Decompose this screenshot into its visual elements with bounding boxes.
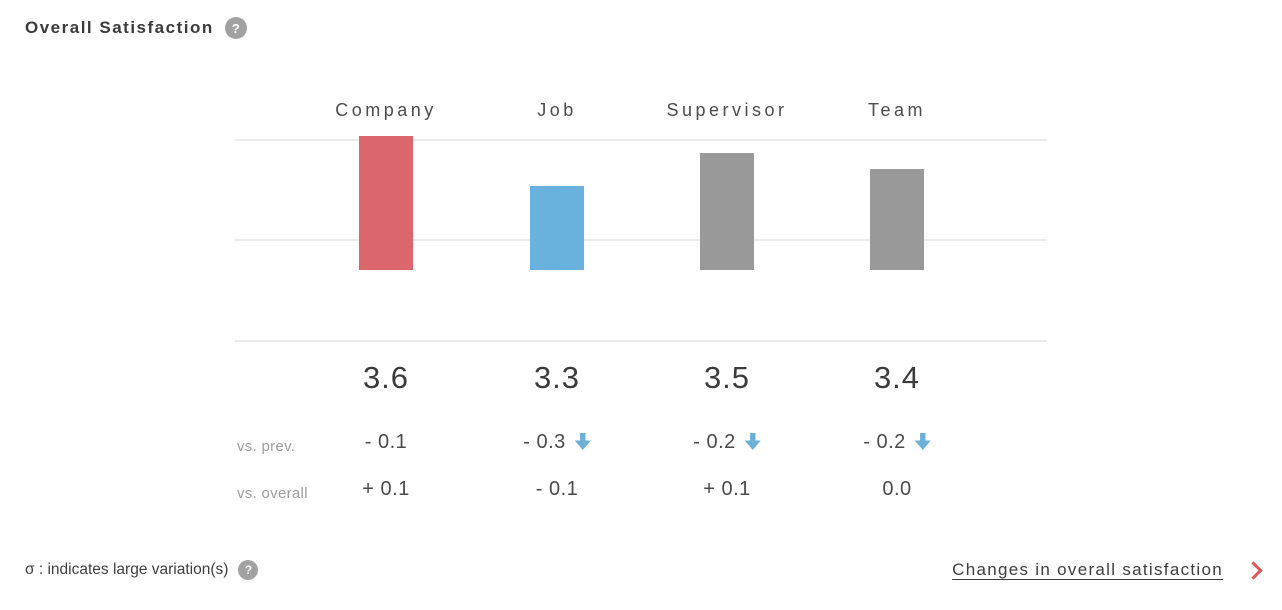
column-job: Job 3.3 - 0.3 - 0.1 (472, 0, 642, 540)
bar-company[interactable] (359, 136, 413, 270)
delta-vs-prev-company: - 0.1 (301, 431, 471, 454)
column-header-supervisor: Supervisor (666, 100, 788, 120)
gridline-bottom (235, 340, 1047, 342)
bar-supervisor[interactable] (700, 153, 754, 270)
score-team: 3.4 (873, 360, 921, 395)
delta-value: 0.0 (882, 478, 912, 500)
title-help-icon[interactable]: ? (224, 17, 247, 39)
column-header-job: Job (537, 100, 577, 120)
column-header-team: Team (867, 100, 926, 120)
delta-vs-prev-supervisor: - 0.2 (642, 431, 812, 454)
changes-link-row: Changes in overall satisfaction (952, 560, 1264, 580)
score-supervisor: 3.5 (703, 360, 751, 395)
card-header: Overall Satisfaction ? (25, 17, 247, 39)
bar-team[interactable] (870, 169, 924, 270)
gridline-top (235, 139, 1047, 141)
column-header-company: Company (335, 100, 437, 120)
delta-vs-overall-supervisor: + 0.1 (642, 478, 812, 501)
row-label-vs-overall: vs. overall (237, 485, 308, 502)
bar-job[interactable] (530, 186, 584, 270)
sigma-note-row: σ : indicates large variation(s) ? (25, 560, 259, 580)
delta-vs-overall-company: + 0.1 (301, 478, 471, 501)
delta-vs-overall-team: 0.0 (812, 478, 982, 501)
column-team: Team 3.4 - 0.2 0.0 (812, 0, 982, 540)
delta-value: - 0.1 (535, 478, 579, 500)
score-job: 3.3 (533, 360, 581, 395)
delta-vs-prev-team: - 0.2 (812, 431, 982, 454)
down-arrow-icon (744, 433, 761, 450)
delta-value: + 0.1 (703, 478, 751, 500)
page-title: Overall Satisfaction (25, 18, 214, 37)
delta-vs-overall-job: - 0.1 (472, 478, 642, 501)
delta-value: - 0.2 (863, 431, 906, 453)
chevron-right-icon[interactable] (1244, 560, 1263, 580)
delta-vs-prev-job: - 0.3 (472, 431, 642, 454)
delta-value: + 0.1 (362, 478, 410, 500)
delta-value: - 0.3 (523, 431, 566, 453)
score-company: 3.6 (362, 360, 410, 395)
gridline-middle (235, 239, 1047, 241)
down-arrow-icon (574, 433, 591, 450)
column-supervisor: Supervisor 3.5 - 0.2 + 0.1 (642, 0, 812, 540)
delta-value: - 0.2 (693, 431, 736, 453)
row-label-vs-prev: vs. prev. (237, 438, 296, 455)
note-help-icon[interactable]: ? (238, 560, 259, 580)
down-arrow-icon (914, 433, 931, 450)
delta-value: - 0.1 (364, 431, 408, 453)
sigma-note: σ : indicates large variation(s) (25, 561, 229, 578)
column-company: Company 3.6 - 0.1 + 0.1 (301, 0, 471, 540)
changes-link[interactable]: Changes in overall satisfaction (952, 560, 1223, 579)
